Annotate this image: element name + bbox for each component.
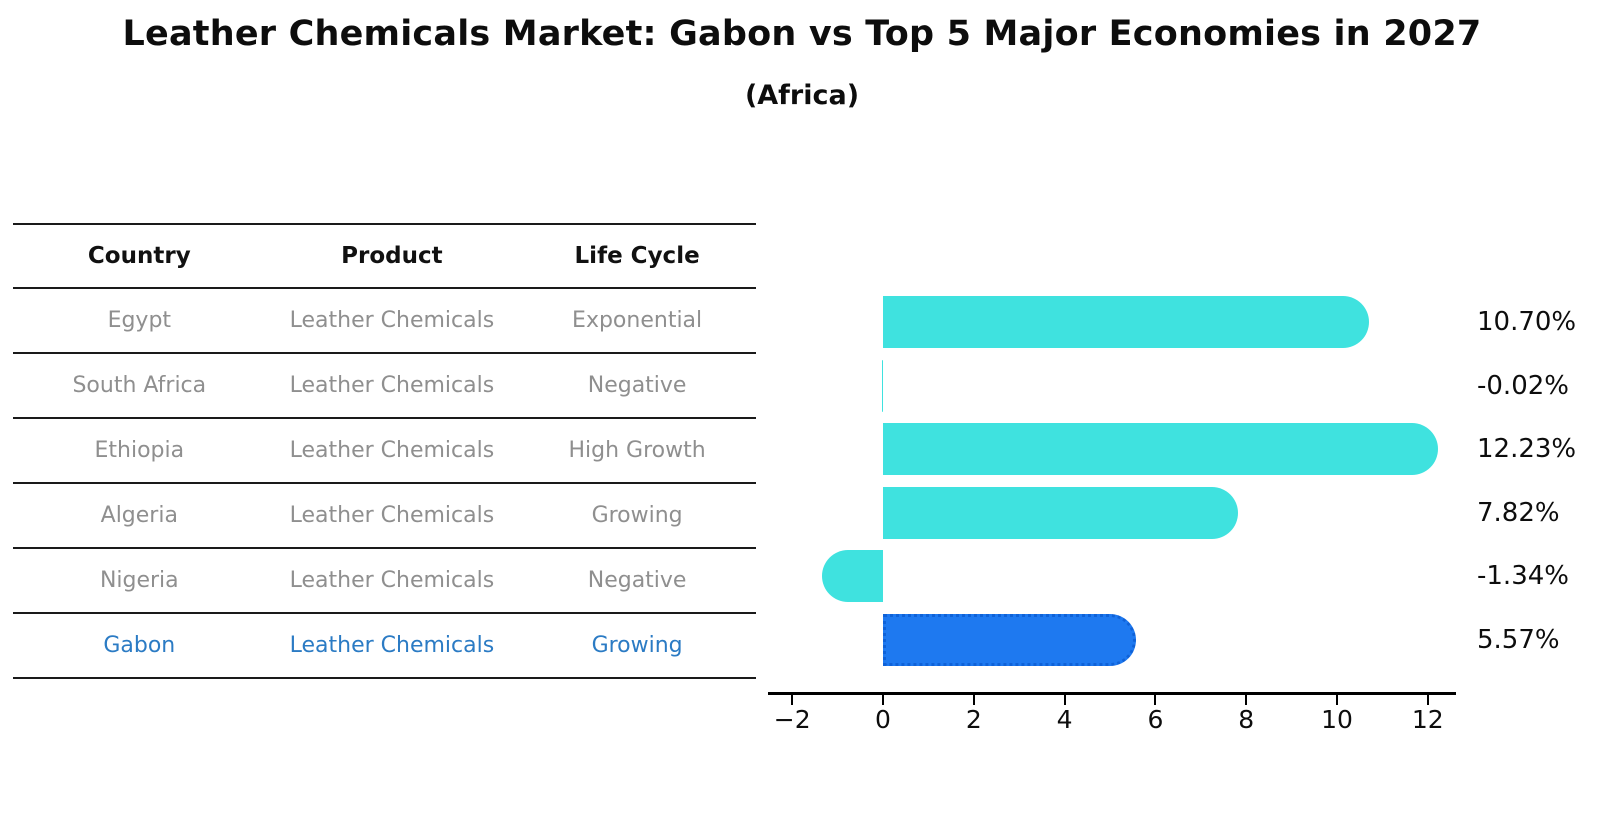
x-tick-label: 10 (1321, 705, 1353, 734)
table-row: Nigeria Leather Chemicals Negative (13, 548, 756, 614)
cell-product: Leather Chemicals (265, 548, 519, 614)
cell-country: Nigeria (13, 548, 266, 614)
table-row: Egypt Leather Chemicals Exponential (13, 288, 756, 354)
x-tick (972, 695, 975, 705)
page-subtitle: (Africa) (744, 80, 860, 111)
cell-product: Leather Chemicals (265, 353, 519, 419)
cell-lifecycle: Growing (518, 613, 756, 679)
cell-product: Leather Chemicals (265, 288, 519, 354)
x-tick (882, 695, 884, 705)
value-label-egypt: 10.70% (1477, 307, 1577, 337)
x-tick (1336, 695, 1338, 705)
x-tick-label: 0 (875, 705, 891, 734)
bar-nigeria (822, 550, 883, 603)
x-tick-label: −2 (773, 705, 811, 734)
cell-country: Ethiopia (13, 418, 266, 484)
x-tick (1426, 695, 1429, 705)
col-header-product: Product (265, 224, 519, 289)
cell-product: Leather Chemicals (265, 613, 519, 679)
col-header-lifecycle: Life Cycle (518, 224, 756, 289)
page-title: Leather Chemicals Market: Gabon vs Top 5… (122, 14, 1482, 54)
bar-gabon (883, 614, 1136, 666)
x-tick (1154, 695, 1157, 705)
table-row: Algeria Leather Chemicals Growing (13, 483, 756, 549)
x-axis-line (768, 692, 1456, 695)
x-tick (1063, 695, 1066, 705)
bar-south-africa (881, 359, 883, 412)
x-tick-label: 8 (1238, 705, 1255, 734)
cell-product: Leather Chemicals (265, 418, 519, 484)
table-header-row: Country Product Life Cycle (13, 224, 756, 289)
bar-ethiopia (883, 423, 1439, 476)
cell-country: Algeria (13, 483, 266, 549)
cell-lifecycle: Growing (518, 483, 756, 549)
bar-egypt (883, 296, 1369, 348)
value-label-gabon: 5.57% (1477, 625, 1560, 655)
cell-country: Egypt (13, 288, 266, 354)
cell-lifecycle: High Growth (518, 418, 756, 484)
value-label-ethiopia: 12.23% (1477, 434, 1577, 465)
table-row-highlighted: Gabon Leather Chemicals Growing (13, 613, 756, 679)
x-tick (1245, 695, 1248, 705)
col-header-country: Country (13, 224, 266, 289)
x-tick-label: 12 (1411, 705, 1444, 734)
cell-country: South Africa (13, 353, 266, 419)
x-tick-label: 2 (965, 705, 982, 734)
table-row: Ethiopia Leather Chemicals High Growth (13, 418, 756, 484)
bar-algeria (883, 486, 1239, 539)
x-tick-label: 4 (1056, 705, 1073, 734)
cell-product: Leather Chemicals (265, 483, 519, 549)
x-tick (791, 695, 794, 705)
value-label-algeria: 7.82% (1477, 497, 1560, 528)
value-label-south-africa: -0.02% (1477, 370, 1569, 401)
value-label-nigeria: -1.34% (1477, 561, 1569, 592)
country-table: Country Product Life Cycle Egypt Leather… (13, 223, 756, 679)
table-row: South Africa Leather Chemicals Negative (13, 353, 756, 419)
cell-lifecycle: Exponential (518, 288, 756, 354)
cell-lifecycle: Negative (518, 353, 756, 419)
cell-country: Gabon (13, 613, 266, 679)
x-tick-label: 6 (1147, 705, 1164, 734)
cell-lifecycle: Negative (518, 548, 756, 614)
